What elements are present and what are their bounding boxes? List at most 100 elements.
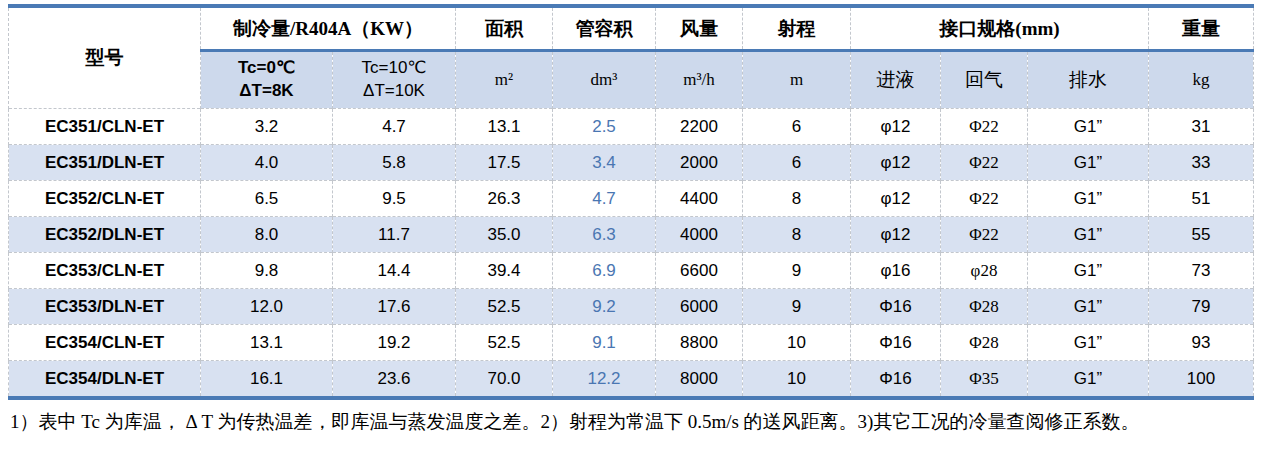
cell-ret: Φ35 xyxy=(941,361,1028,399)
cell-ret: φ28 xyxy=(941,253,1028,289)
cell-model: EC351/DLN-ET xyxy=(9,145,201,181)
cell-drain: G1” xyxy=(1028,289,1149,325)
header-row-groups: 型号 制冷量/R404A（KW） 面积 管容积 风量 射程 接口规格(mm) 重… xyxy=(9,6,1254,51)
cell-tc10: 17.6 xyxy=(333,289,456,325)
cell-throw: 9 xyxy=(743,289,851,325)
cell-air: 6600 xyxy=(656,253,743,289)
column-header-area: 面积 xyxy=(456,6,553,51)
cell-area: 39.4 xyxy=(456,253,553,289)
cell-inlet: φ12 xyxy=(851,145,941,181)
cell-inlet: φ16 xyxy=(851,253,941,289)
cell-inlet: Φ16 xyxy=(851,289,941,325)
cell-model: EC353/CLN-ET xyxy=(9,253,201,289)
cell-weight: 100 xyxy=(1149,361,1254,399)
cell-air: 6000 xyxy=(656,289,743,325)
subheader-tc10: Tc=10℃ΔT=10K xyxy=(333,51,456,109)
unit-air-flow: m³/h xyxy=(656,51,743,109)
table-row: EC351/CLN-ET3.24.713.12.522006φ12Φ22G1”3… xyxy=(9,109,1254,145)
tc0-line2: ΔT=8K xyxy=(239,81,293,100)
subheader-liquid-inlet: 进液 xyxy=(851,51,941,109)
cell-area: 26.3 xyxy=(456,181,553,217)
unit-throw: m xyxy=(743,51,851,109)
cell-volume: 9.2 xyxy=(553,289,656,325)
cell-area: 13.1 xyxy=(456,109,553,145)
cell-throw: 10 xyxy=(743,361,851,399)
table-row: EC351/DLN-ET4.05.817.53.420006φ12Φ22G1”3… xyxy=(9,145,1254,181)
cell-weight: 51 xyxy=(1149,181,1254,217)
cell-throw: 10 xyxy=(743,325,851,361)
cell-volume: 9.1 xyxy=(553,325,656,361)
subheader-gas-return: 回气 xyxy=(941,51,1028,109)
column-header-interface-spec: 接口规格(mm) xyxy=(851,6,1149,51)
cell-model: EC353/DLN-ET xyxy=(9,289,201,325)
subheader-tc0: Tc=0℃ ΔT=8K xyxy=(201,51,333,109)
cell-ret: Φ28 xyxy=(941,325,1028,361)
spec-table-body: EC351/CLN-ET3.24.713.12.522006φ12Φ22G1”3… xyxy=(9,109,1254,399)
cell-weight: 93 xyxy=(1149,325,1254,361)
cell-drain: G1” xyxy=(1028,109,1149,145)
subheader-drain: 排水 xyxy=(1028,51,1149,109)
cell-inlet: φ12 xyxy=(851,109,941,145)
cell-tc10: 9.5 xyxy=(333,181,456,217)
cell-model: EC352/DLN-ET xyxy=(9,217,201,253)
cell-tc0: 3.2 xyxy=(201,109,333,145)
cell-air: 4000 xyxy=(656,217,743,253)
cell-volume: 4.7 xyxy=(553,181,656,217)
cell-tc10: 14.4 xyxy=(333,253,456,289)
cell-inlet: φ12 xyxy=(851,217,941,253)
column-header-throw: 射程 xyxy=(743,6,851,51)
cell-weight: 33 xyxy=(1149,145,1254,181)
column-header-cooling-capacity: 制冷量/R404A（KW） xyxy=(201,6,456,51)
column-header-weight: 重量 xyxy=(1149,6,1254,51)
cell-tc0: 13.1 xyxy=(201,325,333,361)
spec-table: 型号 制冷量/R404A（KW） 面积 管容积 风量 射程 接口规格(mm) 重… xyxy=(8,4,1254,400)
cell-model: EC354/DLN-ET xyxy=(9,361,201,399)
table-row: EC354/DLN-ET16.123.670.012.2800010Φ16Φ35… xyxy=(9,361,1254,399)
cell-model: EC354/CLN-ET xyxy=(9,325,201,361)
cell-tc10: 23.6 xyxy=(333,361,456,399)
cell-model: EC352/CLN-ET xyxy=(9,181,201,217)
cell-throw: 8 xyxy=(743,181,851,217)
cell-air: 2000 xyxy=(656,145,743,181)
cell-throw: 6 xyxy=(743,109,851,145)
cell-area: 52.5 xyxy=(456,325,553,361)
table-row: EC353/DLN-ET12.017.652.59.260009Φ16Φ28G1… xyxy=(9,289,1254,325)
cell-volume: 12.2 xyxy=(553,361,656,399)
unit-area: m² xyxy=(456,51,553,109)
cell-tc0: 4.0 xyxy=(201,145,333,181)
table-row: EC352/DLN-ET8.011.735.06.340008φ12Φ22G1”… xyxy=(9,217,1254,253)
cell-area: 17.5 xyxy=(456,145,553,181)
cell-weight: 55 xyxy=(1149,217,1254,253)
cell-weight: 73 xyxy=(1149,253,1254,289)
cell-air: 4400 xyxy=(656,181,743,217)
cell-volume: 3.4 xyxy=(553,145,656,181)
cell-throw: 9 xyxy=(743,253,851,289)
table-row: EC354/CLN-ET13.119.252.59.1880010Φ16Φ28G… xyxy=(9,325,1254,361)
cell-tc10: 11.7 xyxy=(333,217,456,253)
cell-inlet: Φ16 xyxy=(851,325,941,361)
tc10-line2: ΔT=10K xyxy=(363,81,425,100)
cell-ret: Φ22 xyxy=(941,217,1028,253)
cell-ret: Φ22 xyxy=(941,145,1028,181)
cell-air: 2200 xyxy=(656,109,743,145)
table-row: EC352/CLN-ET6.59.526.34.744008φ12Φ22G1”5… xyxy=(9,181,1254,217)
cell-drain: G1” xyxy=(1028,325,1149,361)
cell-throw: 6 xyxy=(743,145,851,181)
cell-volume: 6.9 xyxy=(553,253,656,289)
cell-area: 70.0 xyxy=(456,361,553,399)
cell-volume: 2.5 xyxy=(553,109,656,145)
footnote: 1）表中 Tc 为库温， Δ T 为传热温差，即库温与蒸发温度之差。2）射程为常… xyxy=(10,407,1253,436)
cell-air: 8800 xyxy=(656,325,743,361)
cell-tc10: 5.8 xyxy=(333,145,456,181)
cell-drain: G1” xyxy=(1028,361,1149,399)
cell-air: 8000 xyxy=(656,361,743,399)
cell-ret: Φ22 xyxy=(941,109,1028,145)
cell-tc0: 6.5 xyxy=(201,181,333,217)
cell-weight: 31 xyxy=(1149,109,1254,145)
cell-ret: Φ28 xyxy=(941,289,1028,325)
column-header-air-flow: 风量 xyxy=(656,6,743,51)
cell-throw: 8 xyxy=(743,217,851,253)
tc0-line1: Tc=0℃ xyxy=(238,58,295,77)
cell-drain: G1” xyxy=(1028,181,1149,217)
cell-inlet: φ12 xyxy=(851,181,941,217)
